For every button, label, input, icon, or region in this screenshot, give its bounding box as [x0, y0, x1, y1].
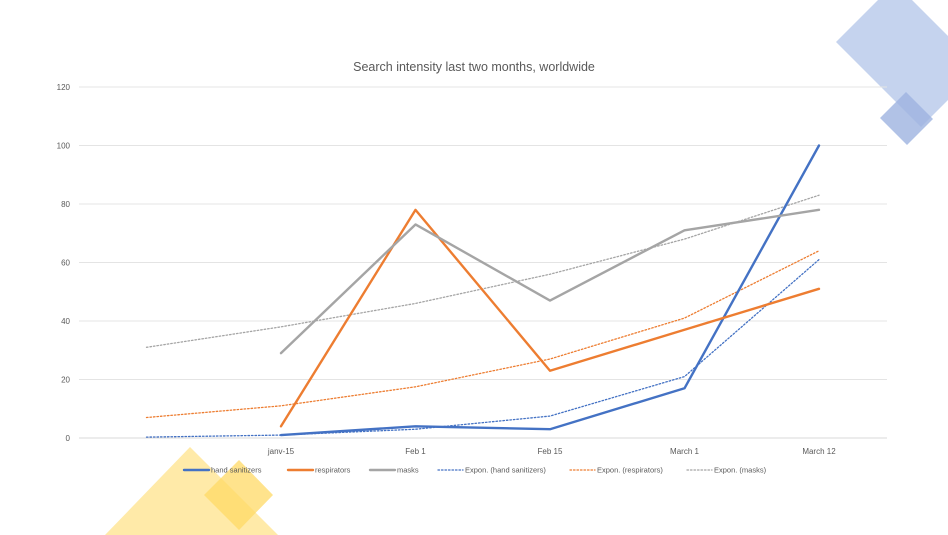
y-tick-label: 60 — [61, 259, 70, 268]
decorative-yellow-diamond — [204, 460, 273, 530]
trendline — [145, 194, 820, 348]
legend-label: masks — [397, 466, 419, 475]
trendline — [145, 250, 820, 419]
x-axis-ticks: janv-15 Feb 1 Feb 15 March 1 March 12 — [267, 447, 836, 456]
legend-label: hand sanitizers — [211, 466, 262, 475]
legend: hand sanitizers respirators masks Expon. (h… — [182, 466, 767, 475]
legend-item: respirators — [286, 466, 351, 475]
y-tick-label: 80 — [61, 200, 70, 209]
x-tick-label: Feb 1 — [405, 447, 426, 456]
y-axis-ticks: 0 20 40 60 80 100 120 — [57, 83, 71, 443]
legend-label: Expon. (respirators) — [597, 466, 663, 475]
legend-label: respirators — [315, 466, 351, 475]
x-tick-label: March 12 — [802, 447, 836, 456]
y-tick-label: 40 — [61, 317, 70, 326]
y-tick-label: 120 — [57, 83, 71, 92]
grid — [79, 86, 887, 439]
decorative-blue-diamond — [836, 0, 948, 127]
legend-label: Expon. (masks) — [714, 466, 767, 475]
x-tick-label: March 1 — [670, 447, 699, 456]
x-tick-label: janv-15 — [267, 447, 295, 456]
series-line — [279, 208, 821, 428]
y-tick-label: 100 — [57, 142, 71, 151]
x-tick-label: Feb 15 — [538, 447, 563, 456]
legend-item: Expon. (respirators) — [569, 466, 663, 475]
series-line — [279, 144, 821, 437]
series-lines — [279, 144, 821, 437]
legend-item: masks — [368, 466, 419, 475]
legend-item: Expon. (masks) — [686, 466, 767, 475]
chart-title: Search intensity last two months, worldw… — [353, 60, 595, 74]
trendline — [145, 258, 820, 438]
y-tick-label: 20 — [61, 376, 70, 385]
series-line — [279, 208, 821, 355]
legend-label: Expon. (hand sanitizers) — [465, 466, 546, 475]
legend-item: hand sanitizers — [182, 466, 262, 475]
decorative-blue-small-diamond — [880, 92, 933, 145]
trendlines — [145, 194, 820, 438]
y-tick-label: 0 — [66, 434, 71, 443]
legend-item: Expon. (hand sanitizers) — [437, 466, 546, 475]
